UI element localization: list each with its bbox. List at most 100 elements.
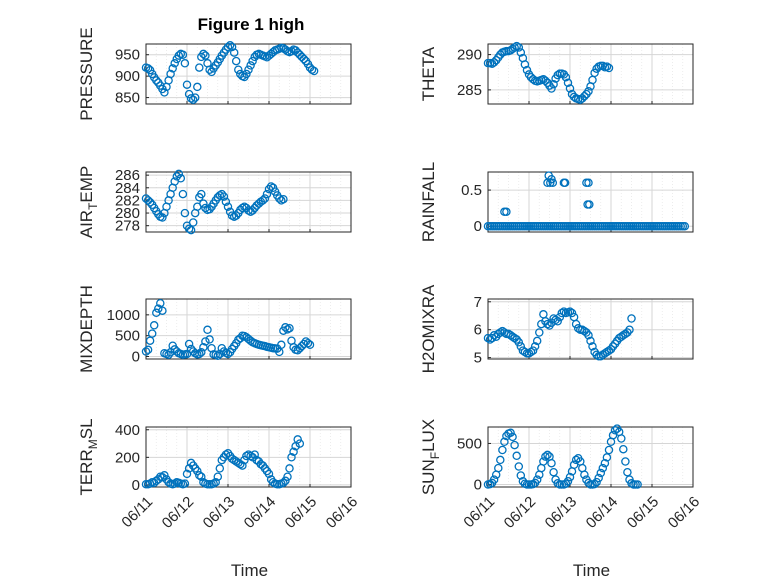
data-point [555,312,565,322]
data-point [193,466,202,476]
y-tick-label: 1000 [107,307,140,324]
y-tick-label: 0 [474,477,482,494]
data-point [590,68,599,78]
data-point [598,463,608,473]
data-point [279,478,288,488]
data-point [585,200,594,209]
data-point [623,467,632,477]
subplot-mixdepth: 0 500 1000 MIXDEPTH [77,285,352,373]
data-point [548,178,558,188]
data-point [594,473,603,483]
data-point [176,174,186,183]
data-point [502,207,511,217]
data-point [145,198,155,207]
data-point [305,340,315,350]
subplot-sun-flux: 0 500 06/11 06/12 06/13 06/14 06/15 06/16 Time SU… [419,419,703,580]
data-point [281,323,290,332]
data-point [260,194,270,203]
data-point [203,325,212,335]
x-tick-label: 06/14 [583,493,622,532]
data-point [180,208,190,218]
data-point [223,202,233,211]
data-point [567,308,577,318]
data-point [299,54,309,64]
data-point [553,70,562,80]
y-axis-label: SUNFLUX [419,419,442,495]
data-point [526,347,536,357]
data-point [496,328,505,337]
data-point [287,453,296,462]
data-point [508,432,517,442]
x-tick-label: 06/12 [159,493,198,532]
data-point [223,42,233,52]
data-point [170,479,179,488]
data-point [281,476,290,486]
x-tick-label: 06/11 [118,493,156,531]
data-point [520,347,530,357]
data-point [596,468,606,478]
x-tick-label: 06/13 [200,493,239,532]
x-tick-label: 06/14 [241,493,280,532]
data-point [225,41,235,50]
y-axis-label: PRESSURE [77,27,96,121]
data-point [619,444,628,454]
y-tick-label: 200 [115,449,140,466]
data-point [539,457,548,466]
data-point [516,342,526,351]
data-point [186,94,196,103]
data-point [283,472,292,481]
x-axis-label: Time [573,561,610,580]
data-point [188,218,198,227]
data-point [182,469,192,479]
data-point [213,351,223,360]
data-point [160,88,169,97]
data-point [571,319,581,329]
data-point [172,172,182,181]
data-point [289,447,298,457]
data-point [242,451,251,461]
data-point [227,42,237,52]
data-point [532,336,542,346]
data-point [221,197,231,206]
data-point [234,65,243,74]
data-point [489,58,499,67]
data-point [549,467,558,477]
data-point [215,191,225,200]
data-point [178,50,188,59]
data-point [510,440,519,450]
data-point [209,479,218,488]
data-point [588,342,597,351]
data-point [590,479,599,489]
x-axis-label: Time [231,561,268,580]
data-point [160,471,169,480]
data-point [158,473,167,482]
data-point [532,475,542,484]
data-point [543,319,552,329]
data-point [158,213,167,222]
data-point [516,471,526,480]
x-tick-label: 06/16 [665,493,704,532]
data-point [309,66,319,76]
data-point [240,455,249,465]
data-point [211,477,220,487]
data-point [547,84,556,93]
data-point [197,189,206,199]
y-tick-label: 500 [457,435,482,452]
data-point [565,84,575,93]
data-point [190,93,200,102]
data-point [143,64,153,73]
axes-box [487,43,694,105]
data-point [514,462,524,471]
data-point [195,471,204,480]
subplot-pressure: 850 900 950 PRESSURE [77,27,352,121]
data-point [231,211,241,220]
data-point [610,426,620,435]
data-point [541,76,550,85]
subplot-theta: 285 290 THETA [419,41,694,105]
data-point [560,178,570,188]
subplot-h2omixra: 5 6 7 H2OMIXRA [419,284,694,373]
data-point [156,298,165,308]
y-tick-label: 290 [457,47,482,64]
data-point [546,178,555,188]
data-point [299,339,309,349]
